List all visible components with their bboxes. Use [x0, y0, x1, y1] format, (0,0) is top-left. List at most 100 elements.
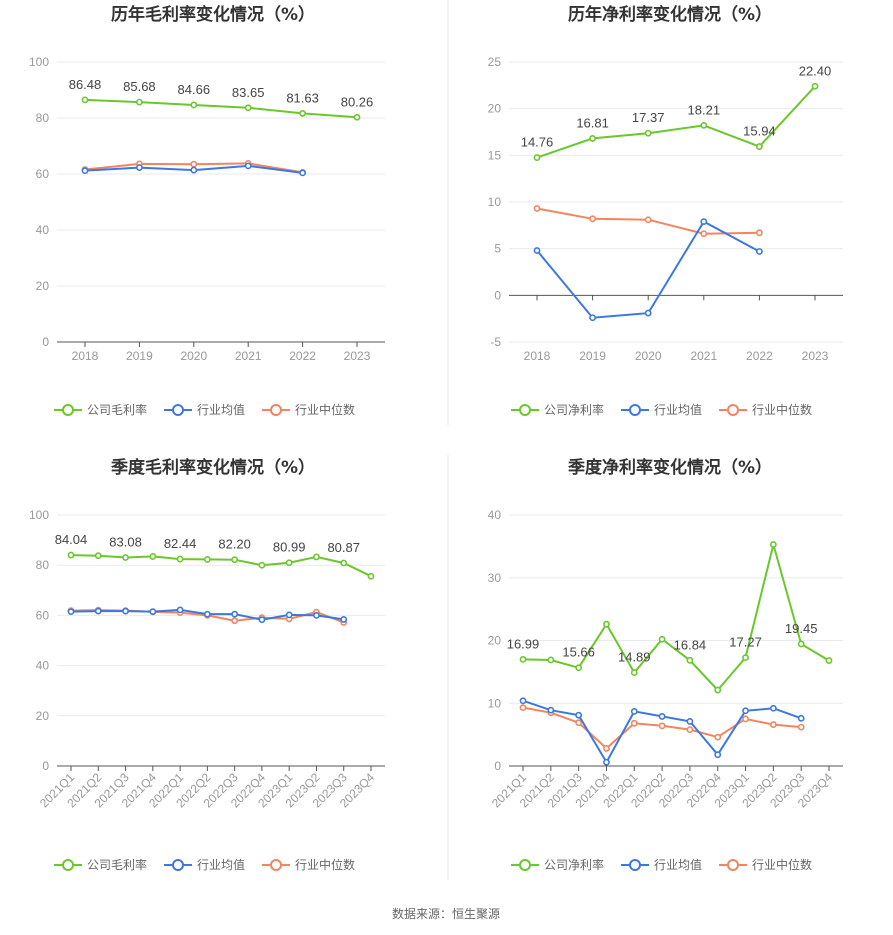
data-point: [231, 556, 239, 564]
data-point: [603, 758, 610, 766]
data-label: 80.87: [327, 540, 360, 555]
data-point: [630, 719, 638, 727]
legend-marker: [172, 859, 184, 871]
legend-marker: [270, 859, 282, 871]
data-point: [700, 230, 708, 238]
legend-marker: [519, 859, 531, 871]
data-point: [797, 714, 805, 722]
data-point: [533, 247, 541, 254]
data-point: [575, 711, 583, 719]
data-label: 84.04: [55, 532, 88, 547]
data-point: [244, 162, 252, 170]
data-point: [285, 611, 293, 619]
data-point: [244, 104, 252, 112]
data-source-note: 数据来源：恒生聚源: [392, 906, 500, 921]
data-point: [547, 706, 555, 714]
legend-item-1: 公司毛利率: [54, 857, 147, 872]
data-label: 19.45: [785, 621, 818, 636]
data-label: 83.08: [109, 534, 142, 549]
data-label: 15.94: [743, 124, 776, 139]
data-point: [603, 745, 610, 752]
data-point: [340, 559, 348, 567]
data-point: [176, 555, 184, 563]
legend-marker: [629, 404, 641, 416]
y-tick-label: 20: [36, 709, 50, 723]
legend-item-2: 行业均值: [164, 857, 245, 872]
y-tick-label: 0: [494, 759, 501, 773]
data-label: 14.89: [618, 650, 651, 665]
data-label: 85.68: [123, 79, 156, 94]
data-point: [797, 723, 805, 731]
data-label: 82.44: [164, 536, 197, 551]
data-label: 15.66: [562, 645, 595, 660]
data-point: [149, 553, 157, 560]
data-label: 17.27: [729, 635, 762, 650]
data-point: [67, 608, 75, 616]
data-point: [519, 704, 527, 712]
data-point: [769, 721, 777, 728]
data-point: [686, 656, 694, 664]
data-point: [630, 669, 638, 676]
y-tick-label: 60: [36, 167, 50, 181]
legend-marker: [629, 859, 641, 871]
data-point: [658, 722, 666, 730]
data-label: 18.21: [688, 102, 721, 117]
chart-title: 季度净利率变化情况（%）: [568, 457, 772, 478]
y-tick-label: 40: [36, 223, 50, 237]
data-label: 82.20: [218, 537, 251, 552]
data-point: [367, 572, 375, 580]
legend-item-3: 行业中位数: [719, 857, 812, 872]
data-point: [67, 551, 75, 559]
x-tick-label: 2021: [235, 349, 262, 363]
y-tick-label: 80: [36, 558, 50, 572]
data-point: [589, 135, 596, 142]
data-point: [644, 216, 652, 224]
data-point: [519, 655, 527, 663]
data-point: [190, 101, 198, 109]
data-point: [122, 554, 129, 561]
y-tick-label: 100: [29, 508, 49, 522]
data-point: [81, 167, 89, 175]
y-tick-label: 20: [488, 102, 502, 116]
data-label: 16.81: [576, 115, 609, 130]
x-tick-label: 2020: [180, 349, 207, 363]
data-point: [533, 154, 541, 161]
data-point: [644, 129, 652, 137]
data-point: [190, 166, 198, 174]
data-point: [644, 309, 652, 317]
legend-label: 行业中位数: [295, 402, 355, 417]
data-point: [700, 121, 708, 129]
data-point: [575, 664, 583, 672]
data-point: [353, 113, 361, 121]
y-tick-label: 15: [488, 148, 502, 162]
legend-marker: [727, 404, 739, 416]
data-point: [81, 96, 89, 104]
data-point: [340, 616, 348, 623]
data-point: [603, 620, 610, 628]
series-line-1: [84, 98, 358, 119]
data-label: 16.84: [674, 637, 707, 652]
legend-label: 行业均值: [197, 857, 245, 872]
y-tick-label: 30: [488, 571, 502, 585]
data-label: 83.65: [232, 85, 265, 100]
x-tick-label: 2019: [126, 349, 153, 363]
chart-title: 历年净利率变化情况（%）: [568, 4, 772, 25]
x-tick-label: 2020: [635, 349, 662, 363]
data-point: [700, 218, 708, 225]
data-point: [811, 82, 819, 90]
legend-item-3: 行业中位数: [262, 857, 355, 872]
data-point: [299, 110, 306, 117]
data-point: [547, 656, 555, 664]
legend-marker: [172, 404, 184, 416]
y-tick-label: 0: [42, 759, 49, 773]
legend-label: 行业中位数: [295, 857, 355, 872]
legend-marker: [727, 859, 739, 871]
data-label: 80.99: [273, 540, 306, 555]
y-tick-label: 100: [29, 55, 49, 69]
data-label: 17.37: [632, 110, 665, 125]
y-tick-label: 25: [488, 55, 502, 69]
data-point: [797, 640, 805, 648]
data-point: [519, 697, 527, 705]
legend-label: 公司毛利率: [87, 402, 147, 417]
